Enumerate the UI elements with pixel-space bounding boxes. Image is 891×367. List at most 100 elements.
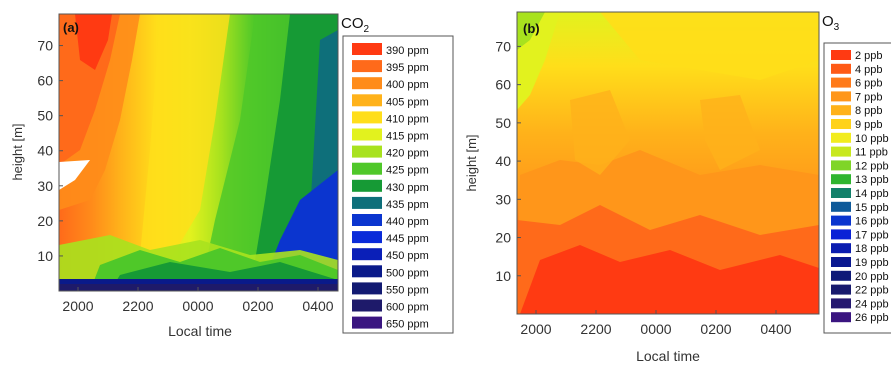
x-tick-label: 0200 (700, 321, 731, 337)
y-tick-label: 30 (37, 178, 53, 194)
legend-label: 8 ppb (855, 105, 883, 117)
legend-swatch (831, 312, 851, 323)
legend-swatch (352, 316, 382, 329)
legend-label: 4 ppb (855, 64, 883, 76)
y-tick-label: 60 (37, 73, 53, 89)
legend-label: 12 ppb (855, 160, 889, 172)
legend-swatch (831, 188, 851, 198)
legend-a: 390 ppm 395 ppm 400 ppm 405 ppm 410 ppm 415 p… (352, 43, 429, 331)
title-sub-a: 2 (364, 24, 370, 35)
legend-label: 13 ppb (855, 174, 889, 186)
legend-label: 435 ppm (386, 199, 429, 211)
legend-label: 600 ppm (386, 302, 429, 314)
legend-swatch (831, 77, 851, 88)
legend-label: 6 ppb (855, 78, 883, 90)
co2-contour-field (59, 14, 338, 291)
legend-swatch (831, 160, 851, 171)
legend-label: 14 ppb (855, 188, 889, 200)
legend-swatch (352, 248, 382, 261)
x-tick-label: 0400 (760, 321, 791, 337)
x-tick-label: 0200 (242, 298, 273, 314)
legend-label: 9 ppb (855, 119, 883, 131)
y-tick-label: 30 (495, 191, 511, 207)
y-tick-label: 40 (37, 143, 53, 159)
x-axis-title-b: Local time (636, 348, 700, 364)
legend-swatch (831, 284, 851, 295)
legend-swatch (352, 162, 382, 175)
legend-label: 7 ppb (855, 91, 883, 103)
x-axis-title-a: Local time (168, 323, 232, 339)
legend-swatch (831, 215, 851, 226)
legend-label: 17 ppb (855, 229, 889, 241)
panel-label-a: (a) (63, 20, 79, 35)
legend-label: 19 ppb (855, 257, 889, 269)
legend-swatch (352, 299, 382, 312)
panel-b: (b) 10 20 30 40 50 60 70 2000 2200 0000 0200 0400 L… (464, 11, 891, 364)
legend-label: 15 ppb (855, 202, 889, 214)
legend-label: 405 ppm (386, 96, 429, 108)
y-tick-label: 40 (495, 153, 511, 169)
legend-swatch (352, 214, 382, 226)
legend-swatch (831, 201, 851, 212)
legend-swatch (831, 132, 851, 143)
legend-title-b: O3 (822, 13, 840, 33)
legend-label: 420 ppm (386, 148, 429, 160)
legend-label: 18 ppb (855, 243, 889, 255)
legend-swatch (352, 179, 382, 192)
legend-swatch (352, 77, 382, 90)
legend-swatch (352, 265, 382, 278)
y-tick-label: 20 (37, 213, 53, 229)
legend-swatch (831, 119, 851, 129)
y-tick-label: 10 (495, 268, 511, 284)
legend-label: 440 ppm (386, 216, 429, 228)
y-tick-label: 70 (495, 38, 511, 54)
legend-swatch (831, 243, 851, 254)
y-axis-title-a: height [m] (10, 123, 25, 180)
legend-swatch (831, 91, 851, 102)
legend-label: 20 ppb (855, 271, 889, 283)
legend-swatch (831, 63, 851, 74)
legend-swatch (352, 94, 382, 107)
legend-swatch (352, 111, 382, 124)
legend-swatch (352, 196, 382, 209)
legend-swatch (831, 146, 851, 157)
legend-swatch (352, 145, 382, 158)
legend-label: 16 ppb (855, 216, 889, 228)
legend-swatch (831, 105, 851, 116)
legend-swatch (352, 60, 382, 73)
legend-label: 26 ppb (855, 312, 889, 324)
x-tick-label: 2200 (580, 321, 611, 337)
legend-label: 450 ppm (386, 250, 429, 262)
legend-swatch (831, 270, 851, 281)
legend-label: 400 ppm (386, 79, 429, 91)
legend-swatch (352, 128, 382, 141)
y-tick-label: 10 (37, 248, 53, 264)
legend-label: 22 ppb (855, 285, 889, 297)
legend-label: 425 ppm (386, 165, 429, 177)
title-main-b: O (822, 13, 834, 30)
legend-swatch (831, 50, 851, 60)
legend-swatch (831, 257, 851, 267)
legend-label: 395 ppm (386, 62, 429, 74)
title-sub-b: 3 (834, 22, 840, 33)
legend-label: 430 ppm (386, 182, 429, 194)
legend-label: 2 ppb (855, 50, 883, 62)
plot-frame-b (516, 11, 820, 315)
panel-label-b: (b) (523, 21, 540, 36)
y-tick-label: 60 (495, 77, 511, 93)
y-tick-label: 50 (495, 115, 511, 131)
panel-a: (a) 10 20 30 40 50 60 70 2000 2200 0000 0200 0400 L… (10, 13, 454, 339)
legend-swatch (352, 43, 382, 55)
x-tick-label: 2000 (62, 298, 93, 314)
x-tick-label: 0000 (182, 298, 213, 314)
axes-b: 10 20 30 40 50 60 70 2000 2200 0000 0200 0400 (495, 38, 791, 337)
legend-swatch (352, 231, 382, 244)
x-tick-label: 2200 (122, 298, 153, 314)
legend-label: 550 ppm (386, 284, 429, 296)
legend-label: 11 ppb (855, 147, 888, 159)
legend-swatch (831, 229, 851, 240)
legend-label: 10 ppb (855, 133, 889, 145)
legend-label: 445 ppm (386, 233, 429, 245)
